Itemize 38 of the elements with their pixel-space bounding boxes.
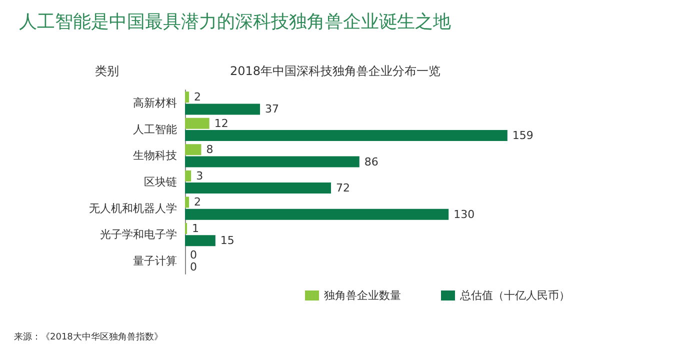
y-axis-title: 类别 <box>95 64 119 78</box>
bar <box>185 235 216 246</box>
bar <box>185 104 260 115</box>
bar <box>185 130 508 141</box>
bar <box>185 92 190 103</box>
chart-title: 人工智能是中国最具潜力的深科技独角兽企业诞生之地 <box>19 12 451 32</box>
data-label: 2 <box>194 196 202 209</box>
bar <box>185 196 190 208</box>
bar <box>185 144 202 156</box>
y-tick-label: 高新材料 <box>133 96 177 110</box>
y-tick-label: 量子计算 <box>133 254 177 268</box>
data-label: 130 <box>454 208 475 221</box>
data-label: 159 <box>512 128 534 142</box>
y-tick-label: 人工智能 <box>133 122 177 136</box>
y-tick-label: 区块链 <box>144 176 177 188</box>
data-label: 8 <box>206 143 214 156</box>
bar <box>185 208 449 220</box>
data-label: 0 <box>190 260 197 274</box>
data-label: 15 <box>220 234 234 248</box>
y-tick-label: 无人机和机器人学 <box>89 202 177 215</box>
data-label: 12 <box>214 116 228 130</box>
bar <box>185 156 360 168</box>
legend-label: 总估值（十亿人民币） <box>459 289 570 302</box>
bar <box>185 182 331 194</box>
y-tick-label: 生物科技 <box>133 149 177 162</box>
legend-label: 独角兽企业数量 <box>324 289 401 302</box>
data-label: 3 <box>196 169 204 182</box>
data-label: 1 <box>192 222 200 236</box>
data-label: 37 <box>265 102 280 116</box>
bar <box>185 170 192 182</box>
data-label: 2 <box>194 90 202 104</box>
source-note: 来源：《2018大中华区独角兽指数》 <box>14 332 163 342</box>
chart-subtitle: 2018年中国深科技独角兽企业分布一览 <box>230 64 441 78</box>
data-label: 86 <box>364 155 378 168</box>
data-label: 0 <box>190 248 197 262</box>
bar <box>185 118 210 129</box>
data-label: 72 <box>336 182 350 195</box>
y-tick-label: 光子学和电子学 <box>100 228 177 242</box>
